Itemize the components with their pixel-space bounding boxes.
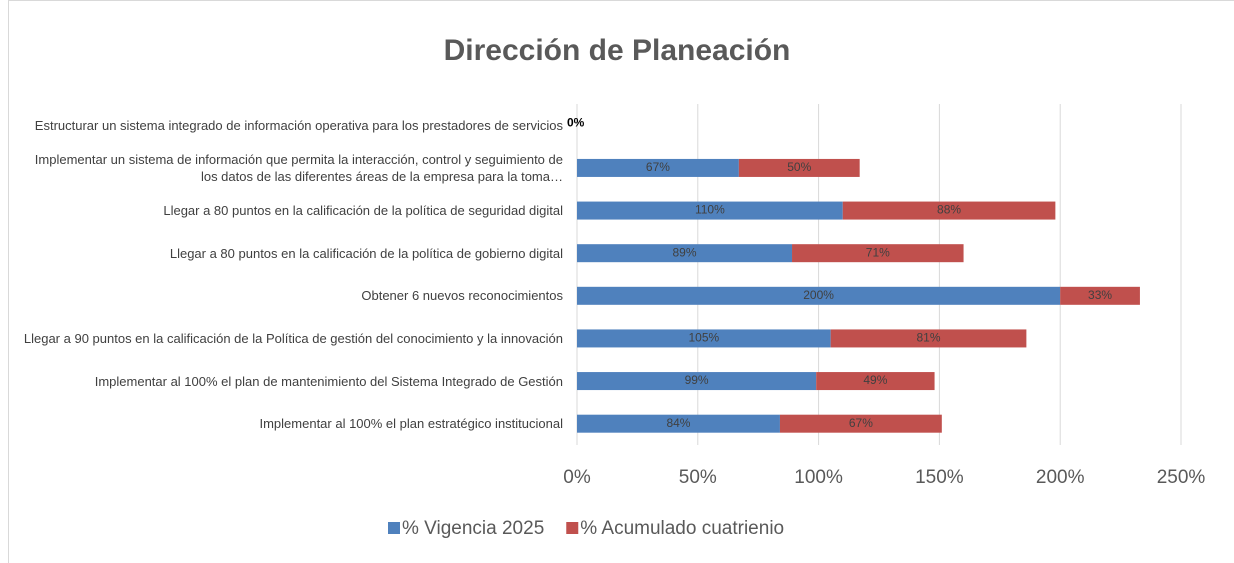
bar xyxy=(577,201,843,220)
y-tick-label: Llegar a 90 puntos en la calificación de… xyxy=(23,330,563,346)
x-tick-label: 250% xyxy=(1157,467,1206,488)
data-label: 89% xyxy=(672,245,696,259)
bar xyxy=(577,286,1061,305)
data-label: 67% xyxy=(646,160,670,174)
bar xyxy=(779,414,942,433)
x-tick-label: 100% xyxy=(794,467,843,488)
y-tick-label: Llegar a 80 puntos en la calificación de… xyxy=(169,245,563,261)
x-tick-label: 50% xyxy=(679,467,717,488)
y-tick-label: Obtener 6 nuevos reconocimientos xyxy=(361,288,563,304)
legend-label: % Acumulado cuatrienio xyxy=(580,518,784,539)
data-label: 99% xyxy=(685,373,709,387)
data-label: 71% xyxy=(866,245,890,259)
data-label: 50% xyxy=(787,160,811,174)
chart-border xyxy=(8,0,1234,563)
data-label: 110% xyxy=(695,203,725,217)
y-tick-label: Estructurar un sistema integrado de info… xyxy=(34,117,563,133)
x-tick-label: 200% xyxy=(1036,467,1085,488)
bar xyxy=(577,372,817,391)
data-label: 84% xyxy=(666,416,690,430)
data-label: 67% xyxy=(849,416,873,430)
chart-title: Dirección de Planeación xyxy=(444,34,791,67)
bar xyxy=(842,201,1056,220)
bar xyxy=(577,414,780,433)
bar xyxy=(792,244,964,263)
data-label: 88% xyxy=(937,203,961,217)
bar xyxy=(577,329,831,348)
legend-swatch xyxy=(388,522,400,534)
y-tick-label: Implementar un sistema de información qu… xyxy=(34,151,563,184)
bar xyxy=(577,244,793,263)
legend-label: % Vigencia 2025 xyxy=(402,518,544,539)
legend-swatch xyxy=(566,522,579,534)
y-tick-label: Implementar al 100% el plan de mantenimi… xyxy=(94,373,563,389)
data-label: 33% xyxy=(1088,288,1112,302)
x-tick-label: 0% xyxy=(563,467,591,488)
data-label: 0% xyxy=(567,115,585,129)
bar xyxy=(738,158,860,177)
x-tick-label: 150% xyxy=(915,467,964,488)
y-tick-label: Llegar a 80 puntos en la calificación de… xyxy=(163,203,563,219)
y-tick-label: Implementar al 100% el plan estratégico … xyxy=(259,416,563,432)
bar xyxy=(1060,286,1140,305)
data-label: 200% xyxy=(803,288,834,302)
bar xyxy=(577,158,739,177)
data-label: 49% xyxy=(863,373,887,387)
data-label: 105% xyxy=(688,331,719,345)
bar xyxy=(830,329,1027,348)
bar xyxy=(816,372,935,391)
data-label: 81% xyxy=(917,331,941,345)
